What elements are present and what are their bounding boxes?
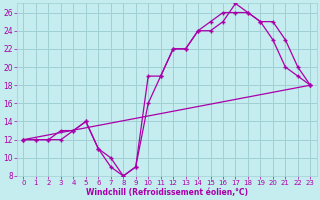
X-axis label: Windchill (Refroidissement éolien,°C): Windchill (Refroidissement éolien,°C) bbox=[86, 188, 248, 197]
